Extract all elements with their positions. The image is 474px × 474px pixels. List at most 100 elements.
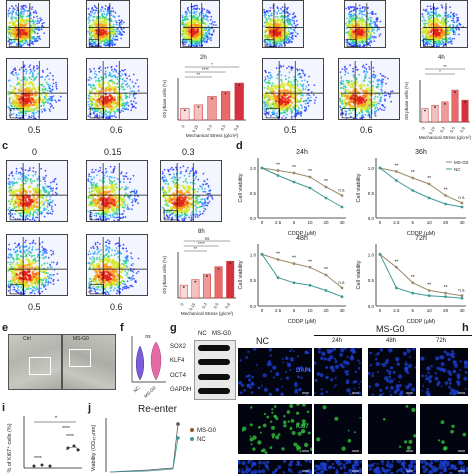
flow-event-dot	[429, 40, 432, 42]
flow-event-dot	[106, 40, 108, 43]
flow-event-dot	[390, 100, 393, 103]
flow-event-dot	[292, 90, 296, 93]
flow-event-dot	[112, 35, 115, 38]
flow-event-dot	[268, 79, 270, 82]
flow-event-dot	[436, 28, 439, 32]
flow-event-dot	[274, 46, 276, 47]
flow-event-dot	[288, 65, 290, 68]
flow-event-dot	[7, 93, 10, 96]
flow-event-dot	[46, 74, 49, 77]
flow-event-dot	[298, 111, 301, 113]
flow-event-dot	[276, 112, 279, 115]
flow-event-dot	[24, 39, 27, 41]
flow-event-dot	[31, 37, 34, 39]
flow-event-dot	[15, 170, 18, 173]
flow-event-dot	[195, 14, 197, 16]
flow-event-dot	[362, 80, 365, 83]
flow-event-dot	[32, 38, 35, 40]
flow-event-dot	[110, 27, 114, 31]
flow-event-dot	[440, 33, 443, 37]
flow-event-dot	[358, 13, 361, 15]
flow-event-dot	[32, 35, 35, 38]
flow-event-dot	[22, 28, 25, 32]
flow-event-dot	[187, 44, 190, 47]
flow-event-dot	[351, 22, 354, 26]
bar	[431, 104, 439, 123]
flow-event-dot	[56, 192, 58, 195]
flow-event-dot	[38, 35, 41, 38]
flow-event-dot	[364, 8, 366, 10]
flow-event-dot	[30, 78, 33, 80]
flow-event-dot	[309, 96, 312, 99]
flow-event-dot	[202, 17, 205, 20]
flow-event-dot	[283, 97, 287, 101]
flow-event-dot	[10, 109, 12, 112]
flow-event-dot	[45, 76, 48, 78]
flow-event-dot	[90, 106, 92, 109]
flow-event-dot	[267, 112, 270, 115]
flow-event-dot	[88, 16, 90, 19]
flow-event-dot	[308, 94, 311, 97]
flow-event-dot	[204, 32, 207, 34]
flow-event-dot	[384, 76, 387, 78]
flow-event-dot	[116, 76, 119, 79]
flow-event-dot	[361, 13, 363, 16]
flow-event-dot	[16, 13, 18, 16]
bar	[180, 107, 190, 121]
flow-event-dot	[299, 75, 302, 78]
flow-event-dot	[285, 78, 287, 81]
flow-event-dot	[281, 6, 284, 8]
flow-event-dot	[100, 20, 103, 24]
flow-event-dot	[283, 93, 286, 96]
flow-event-dot	[30, 114, 33, 117]
flow-event-dot	[349, 64, 351, 67]
flow-event-dot	[290, 69, 293, 71]
flow-event-dot	[128, 96, 131, 99]
flow-event-dot	[342, 83, 345, 86]
flow-event-dot	[360, 103, 364, 107]
flow-event-dot	[282, 111, 285, 114]
flow-event-dot	[456, 16, 458, 19]
flow-event-dot	[32, 67, 35, 70]
flow-event-dot	[20, 8, 23, 11]
flow-event-dot	[112, 70, 115, 73]
gate-box	[9, 108, 25, 119]
flow-event-dot	[265, 17, 267, 20]
flow-event-dot	[287, 12, 289, 15]
flow-event-dot	[40, 108, 43, 111]
flow-event-dot	[183, 31, 187, 34]
flow-event-dot	[123, 88, 126, 91]
flow-event-dot	[366, 71, 369, 74]
flow-event-dot	[38, 29, 40, 31]
flow-event-dot	[10, 186, 14, 190]
flow-event-dot	[348, 7, 350, 10]
flow-event-dot	[348, 90, 351, 93]
flow-event-dot	[12, 70, 14, 73]
flow-event-dot	[367, 103, 371, 107]
flow-event-dot	[50, 97, 53, 100]
flow-event-dot	[111, 42, 114, 45]
flow-event-dot	[435, 12, 437, 15]
flow-event-dot	[376, 107, 379, 109]
flow-event-dot	[87, 79, 90, 81]
flow-event-dot	[296, 83, 299, 86]
flow-event-dot	[90, 86, 92, 89]
flow-event-dot	[20, 66, 23, 69]
flow-event-dot	[19, 15, 22, 18]
flow-event-dot	[17, 73, 20, 76]
flow-event-dot	[137, 89, 140, 92]
flow-event-dot	[39, 83, 42, 86]
flow-event-dot	[269, 42, 272, 45]
flow-event-dot	[353, 8, 356, 11]
flow-event-dot	[438, 21, 442, 25]
flow-event-dot	[340, 76, 343, 78]
flow-event-dot	[21, 15, 24, 18]
flow-event-dot	[282, 103, 285, 106]
flow-event-dot	[212, 29, 215, 31]
flow-event-dot	[274, 16, 277, 18]
flow-event-dot	[459, 23, 462, 26]
flow-event-dot	[269, 71, 271, 74]
flow-event-dot	[285, 38, 288, 41]
flow-event-dot	[10, 189, 13, 192]
flow-event-dot	[94, 46, 96, 47]
